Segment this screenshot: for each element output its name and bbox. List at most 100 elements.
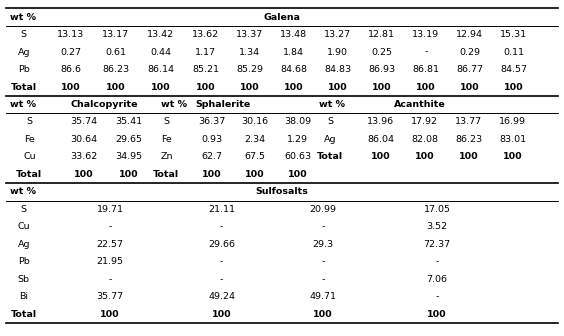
Text: 0.93: 0.93	[201, 135, 222, 144]
Text: -: -	[108, 222, 112, 231]
Text: -: -	[424, 48, 428, 56]
Text: 100: 100	[240, 83, 259, 91]
Text: 100: 100	[106, 83, 125, 91]
Text: 86.6: 86.6	[60, 65, 81, 74]
Text: Galena: Galena	[263, 13, 301, 22]
Text: 100: 100	[119, 170, 138, 179]
Text: 84.57: 84.57	[500, 65, 527, 74]
Text: wt %: wt %	[319, 100, 345, 109]
Text: Acanthite: Acanthite	[394, 100, 446, 109]
Text: Ag: Ag	[17, 48, 30, 56]
Text: 0.61: 0.61	[105, 48, 126, 56]
Text: 0.11: 0.11	[503, 48, 525, 56]
Text: S: S	[21, 205, 27, 214]
Text: 83.01: 83.01	[499, 135, 526, 144]
Text: 100: 100	[288, 170, 307, 179]
Text: Cu: Cu	[17, 222, 30, 231]
Text: 82.08: 82.08	[411, 135, 438, 144]
Text: -: -	[220, 257, 223, 266]
Text: 86.93: 86.93	[368, 65, 395, 74]
Text: Sb: Sb	[17, 275, 30, 284]
Text: 100: 100	[459, 153, 478, 161]
Text: Sulfosalts: Sulfosalts	[255, 187, 309, 196]
Text: 100: 100	[314, 310, 333, 319]
Text: 33.62: 33.62	[70, 153, 97, 161]
Text: 0.29: 0.29	[459, 48, 481, 56]
Text: 100: 100	[415, 153, 434, 161]
Text: 0.27: 0.27	[60, 48, 81, 56]
Text: -: -	[108, 275, 112, 284]
Text: 100: 100	[74, 170, 93, 179]
Text: 21.11: 21.11	[208, 205, 235, 214]
Text: -: -	[321, 275, 325, 284]
Text: 12.81: 12.81	[368, 30, 395, 39]
Text: Pb: Pb	[18, 65, 29, 74]
Text: 29.66: 29.66	[208, 240, 235, 249]
Text: 60.63: 60.63	[284, 153, 311, 161]
Text: 100: 100	[372, 83, 391, 91]
Text: 17.92: 17.92	[411, 118, 438, 126]
Text: 100: 100	[61, 83, 80, 91]
Text: 16.99: 16.99	[499, 118, 526, 126]
Text: Ag: Ag	[324, 135, 336, 144]
Text: Cu: Cu	[23, 153, 36, 161]
Text: 30.16: 30.16	[241, 118, 268, 126]
Text: 13.17: 13.17	[102, 30, 129, 39]
Text: 84.83: 84.83	[324, 65, 351, 74]
Text: 86.23: 86.23	[455, 135, 482, 144]
Text: wt %: wt %	[10, 100, 36, 109]
Text: 86.81: 86.81	[412, 65, 439, 74]
Text: 100: 100	[328, 83, 347, 91]
Text: 1.84: 1.84	[283, 48, 305, 56]
Text: 100: 100	[416, 83, 435, 91]
Text: -: -	[220, 222, 223, 231]
Text: 15.31: 15.31	[500, 30, 527, 39]
Text: Ag: Ag	[17, 240, 30, 249]
Text: 1.90: 1.90	[327, 48, 349, 56]
Text: 100: 100	[371, 153, 390, 161]
Text: 49.24: 49.24	[208, 292, 235, 301]
Text: 1.34: 1.34	[239, 48, 261, 56]
Text: 86.14: 86.14	[147, 65, 174, 74]
Text: 72.37: 72.37	[424, 240, 451, 249]
Text: 22.57: 22.57	[96, 240, 124, 249]
Text: S: S	[327, 118, 333, 126]
Text: 100: 100	[460, 83, 479, 91]
Text: Total: Total	[16, 170, 42, 179]
Text: 3.52: 3.52	[426, 222, 448, 231]
Text: 13.48: 13.48	[280, 30, 307, 39]
Text: wt %: wt %	[161, 100, 187, 109]
Text: 19.71: 19.71	[96, 205, 124, 214]
Text: Chalcopyrite: Chalcopyrite	[70, 100, 138, 109]
Text: 67.5: 67.5	[244, 153, 266, 161]
Text: 85.21: 85.21	[192, 65, 219, 74]
Text: -: -	[321, 222, 325, 231]
Text: 36.37: 36.37	[198, 118, 225, 126]
Text: 100: 100	[196, 83, 215, 91]
Text: 86.77: 86.77	[456, 65, 483, 74]
Text: 100: 100	[151, 83, 170, 91]
Text: 30.64: 30.64	[70, 135, 97, 144]
Text: Fe: Fe	[24, 135, 35, 144]
Text: 85.29: 85.29	[236, 65, 263, 74]
Text: 21.95: 21.95	[96, 257, 124, 266]
Text: wt %: wt %	[10, 187, 36, 196]
Text: Pb: Pb	[18, 257, 29, 266]
Text: Total: Total	[11, 83, 37, 91]
Text: Zn: Zn	[160, 153, 173, 161]
Text: Fe: Fe	[161, 135, 172, 144]
Text: 0.25: 0.25	[371, 48, 393, 56]
Text: 13.96: 13.96	[367, 118, 394, 126]
Text: Total: Total	[153, 170, 179, 179]
Text: 13.37: 13.37	[236, 30, 263, 39]
Text: 100: 100	[503, 153, 522, 161]
Text: 62.7: 62.7	[201, 153, 222, 161]
Text: S: S	[21, 30, 27, 39]
Text: 17.05: 17.05	[424, 205, 451, 214]
Text: Total: Total	[11, 310, 37, 319]
Text: -: -	[435, 292, 439, 301]
Text: wt %: wt %	[10, 13, 36, 22]
Text: 0.44: 0.44	[150, 48, 171, 56]
Text: 1.17: 1.17	[195, 48, 217, 56]
Text: 38.09: 38.09	[284, 118, 311, 126]
